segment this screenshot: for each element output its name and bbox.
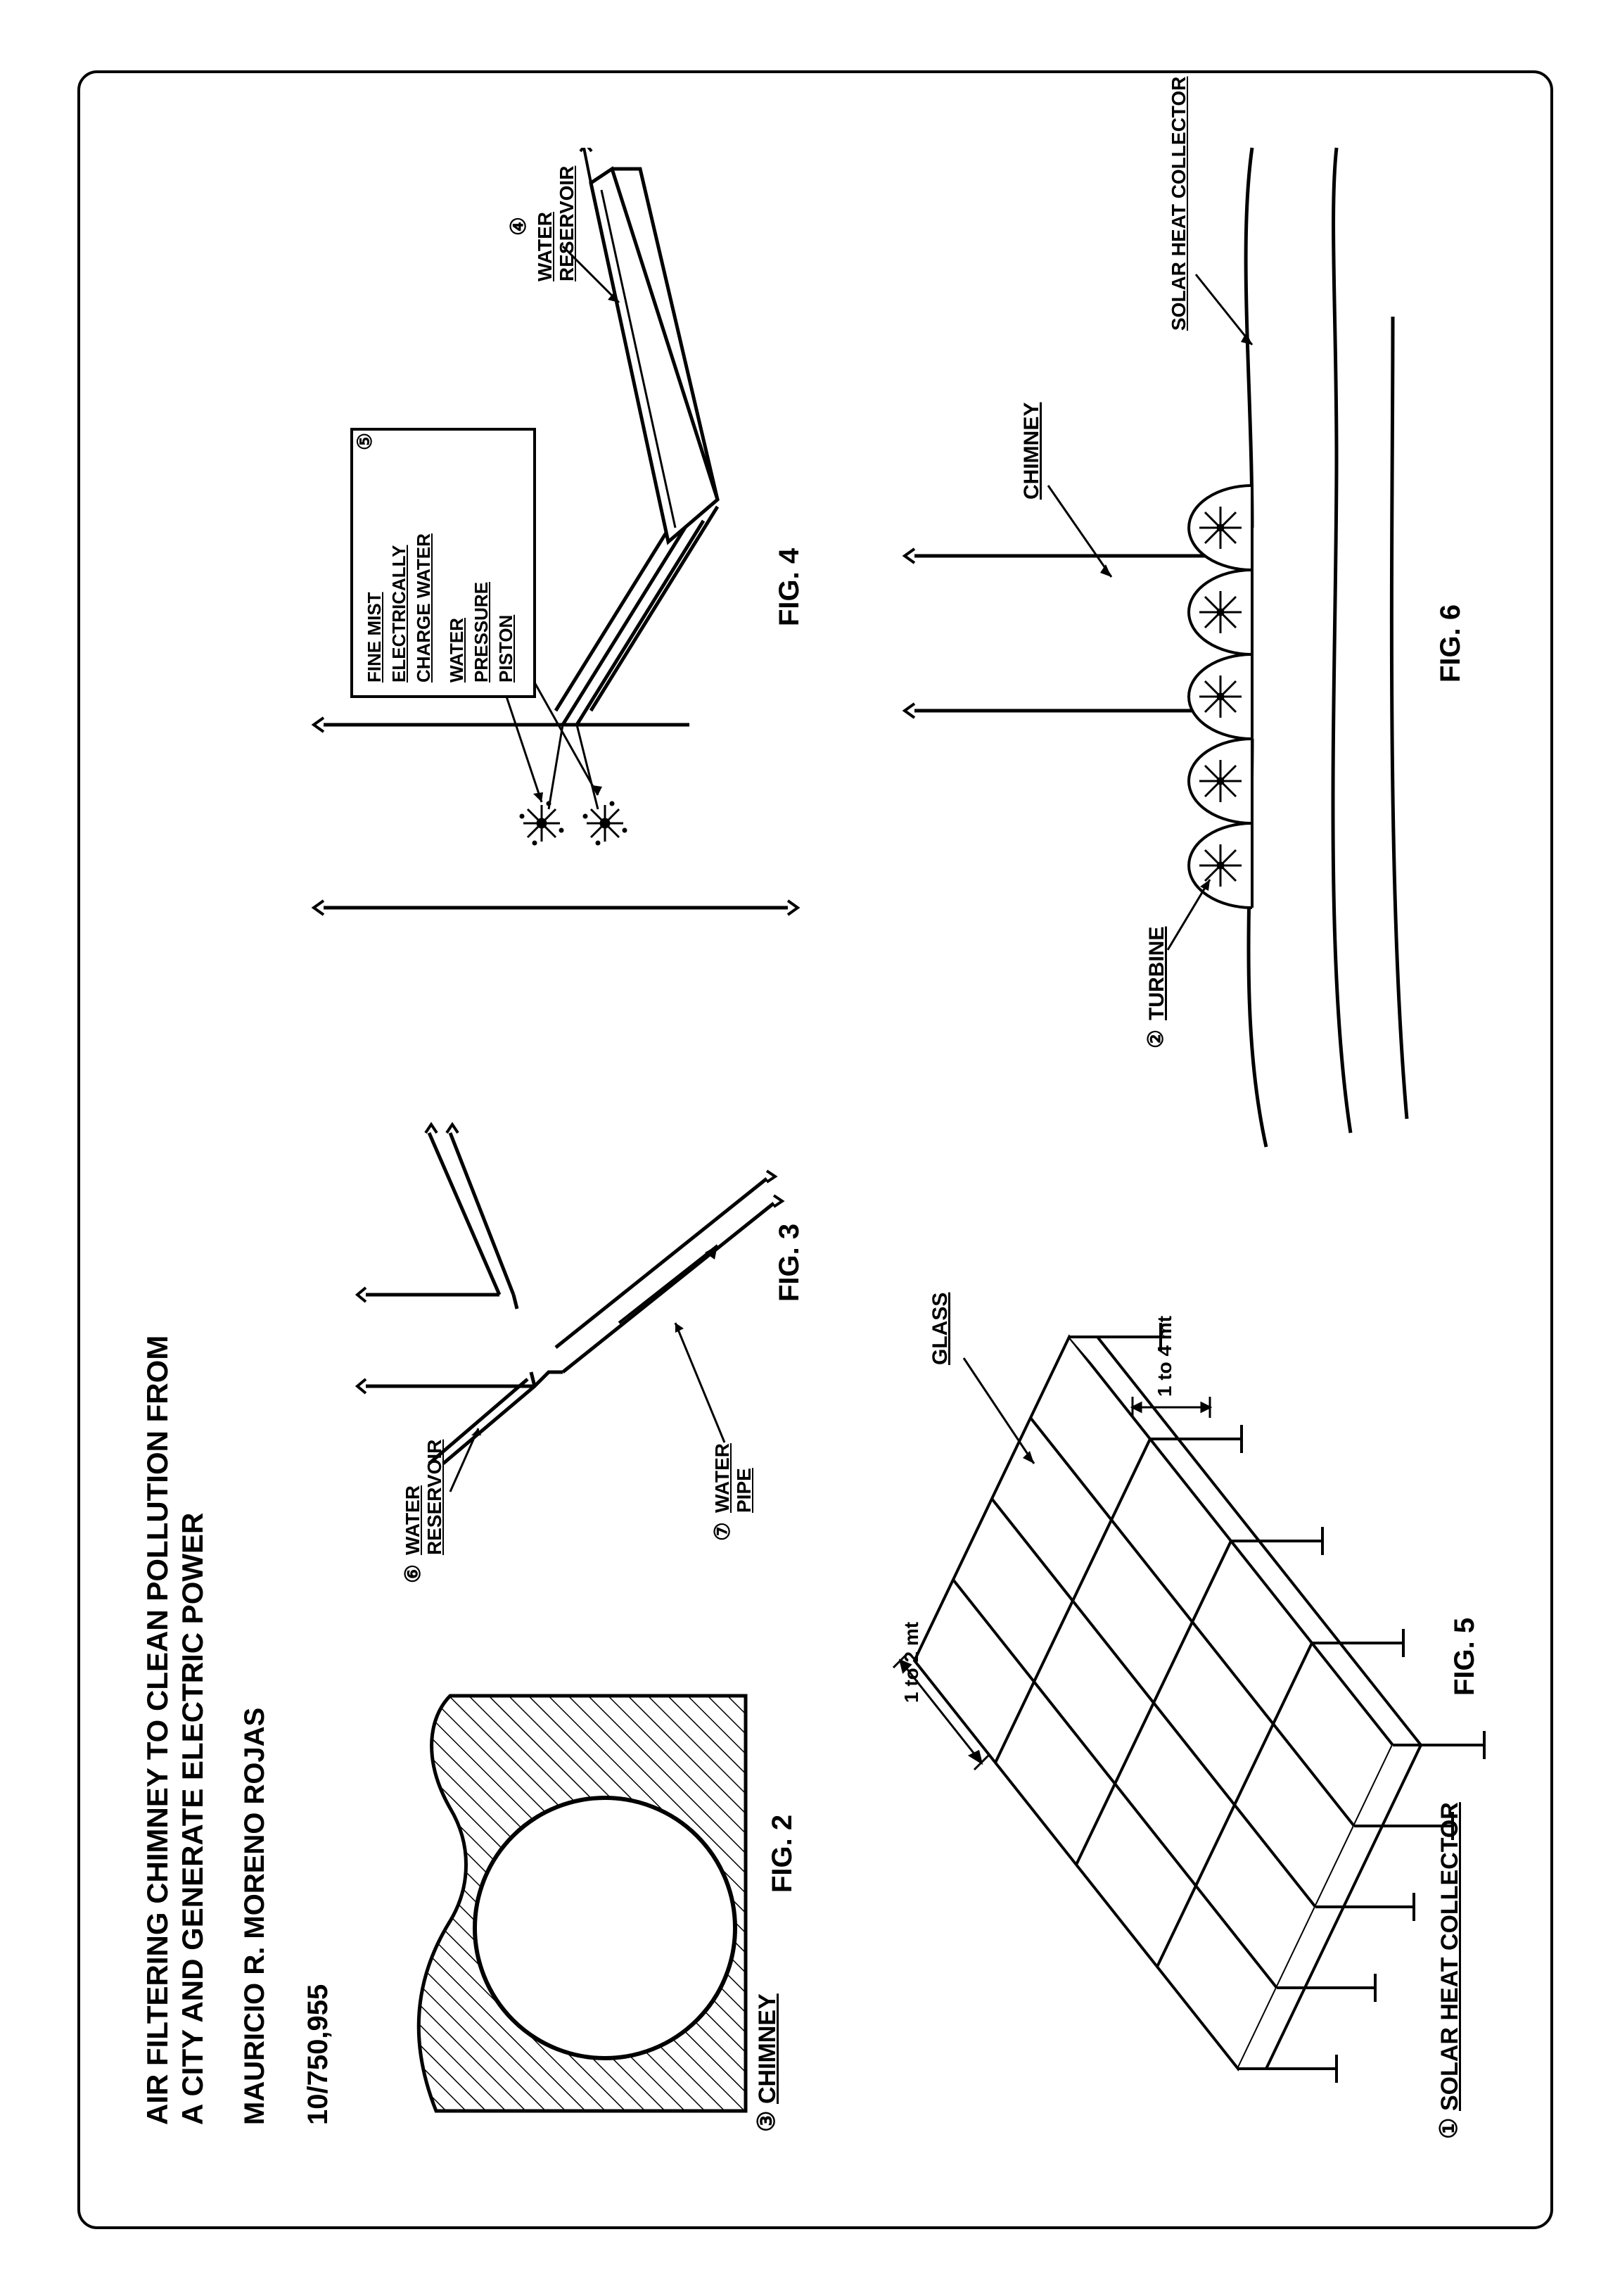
fig4-box5-l2: CHARGE WATER (412, 533, 436, 683)
fig5-svg (872, 1295, 1491, 2153)
docket: 10/750,955 (302, 1984, 334, 2125)
fig2: ③ CHIMNEY FIG. 2 (394, 1689, 816, 2139)
author: MAURICIO R. MORENO ROJAS (239, 1708, 271, 2125)
fig5-label-glass: GLASS (929, 1293, 952, 1365)
fig6: ② TURBINE CHIMNEY SOLAR HEAT COLLECTOR F… (872, 134, 1491, 1161)
fig3-label6-text: WATER RESERVOIR (402, 1440, 446, 1555)
page-root: AIR FILTERING CHIMNEY TO CLEAN POLLUTION… (0, 0, 1620, 2296)
fig6-label2-text: TURBINE (1145, 927, 1169, 1020)
fig4-box5-l4: PRESSURE (469, 533, 494, 683)
title-line1: AIR FILTERING CHIMNEY TO CLEAN POLLUTION… (141, 1336, 174, 2125)
fig4-box5-l1: ELECTRICALLY (387, 533, 412, 683)
fig3-caption: FIG. 3 (774, 1224, 805, 1302)
fig4-box5-l3: WATER (445, 533, 469, 683)
fig6-label-chimney: CHIMNEY (1020, 402, 1044, 500)
fig3: ⑥ WATER RESERVOIR ⑦ WATER PIPE FIG. 3 (352, 1119, 830, 1625)
fig5: 1 to 2 mt 1 to 4 mt GLASS ① SOLAR HEAT C… (872, 1295, 1491, 2153)
fig6-label2-num: ② (1144, 1029, 1168, 1048)
fig3-label7-num: ⑦ (710, 1522, 735, 1541)
fig6-caption: FIG. 6 (1435, 604, 1467, 683)
fig5-dim-side: 1 to 4 mt (1154, 1316, 1176, 1397)
fig5-label1-text: SOLAR HEAT COLLECTOR (1436, 1802, 1464, 2111)
fig4-box5-num: ⑤ (353, 433, 376, 450)
fig5-label1-num: ① (1435, 2118, 1463, 2139)
fig4-caption: FIG. 4 (774, 548, 805, 626)
fig2-label-num: ③ (753, 2111, 781, 2132)
fig3-label7-text: WATER PIPE (712, 1443, 755, 1513)
fig2-svg (394, 1689, 816, 2139)
fig3-label6-num: ⑥ (401, 1564, 426, 1583)
fig5-dim-top: 1 to 2 mt (900, 1622, 923, 1703)
fig5-caption: FIG. 5 (1449, 1618, 1481, 1696)
fig6-label-shc: SOLAR HEAT COLLECTOR (1168, 77, 1190, 331)
fig4: ⑤ FINE MIST ELECTRICALLY CHARGE WATER WA… (295, 148, 830, 1063)
fig4-box5-l0: FINE MIST (362, 533, 387, 683)
fig4-label4-text: WATER RESERVOIR (535, 166, 578, 281)
rotated-canvas: AIR FILTERING CHIMNEY TO CLEAN POLLUTION… (98, 91, 1526, 2202)
fig4-box5-l5: PISTON (494, 533, 518, 683)
fig2-caption: FIG. 2 (767, 1815, 798, 1893)
title-line2: A CITY AND GENERATE ELECTRIC POWER (176, 1513, 210, 2125)
fig4-label4-num: ④ (506, 217, 531, 236)
fig2-label-text: CHIMNEY (754, 1993, 782, 2104)
fig4-box5-lines: FINE MIST ELECTRICALLY CHARGE WATER WATE… (362, 533, 519, 683)
